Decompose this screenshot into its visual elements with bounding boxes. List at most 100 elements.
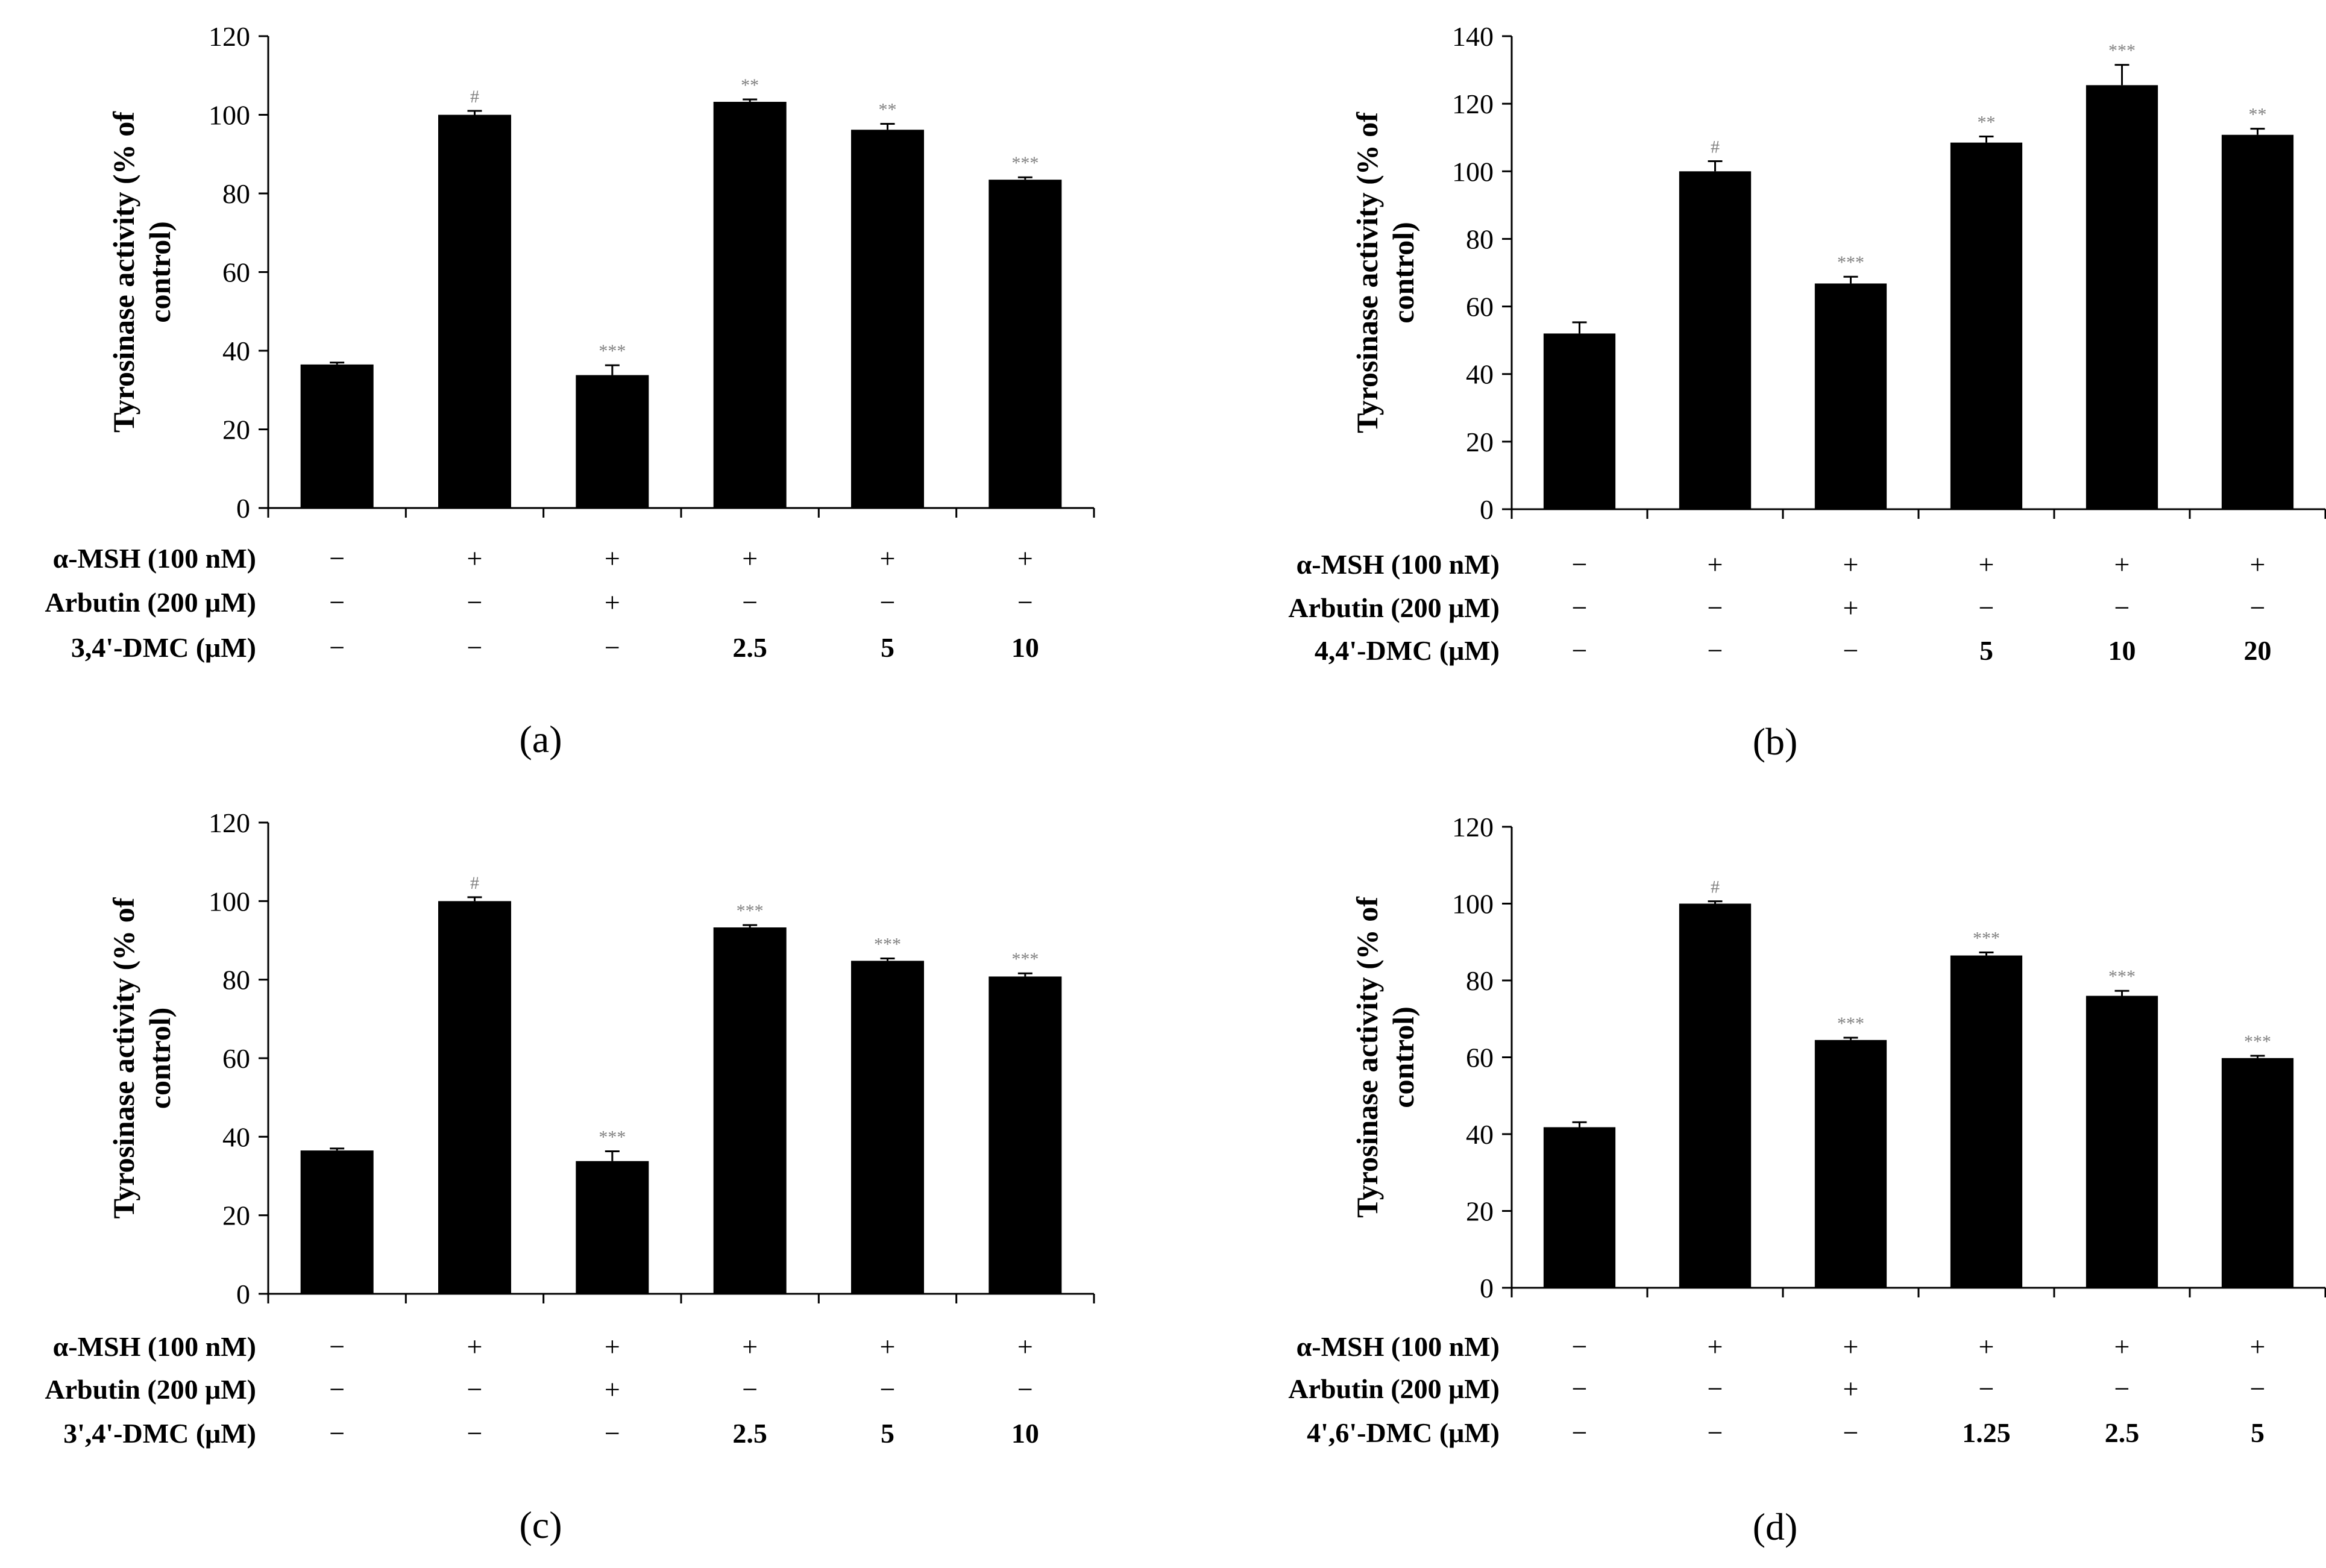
treatment-cell: + [880, 1331, 896, 1362]
significance-mark: ** [1978, 113, 1996, 133]
treatment-cell: + [605, 1331, 620, 1362]
y-tick-label: 80 [222, 965, 250, 996]
bar [576, 375, 649, 508]
y-tick-label: 120 [1452, 812, 1494, 842]
treatment-cell: − [467, 632, 483, 663]
treatment-cell: + [1708, 549, 1723, 580]
treatment-cell: 5 [881, 632, 894, 663]
significance-mark: # [1711, 137, 1720, 157]
chart-panel-d: 0 20 40 60 80 100 120 Tyrosinase activity (% of… [1288, 812, 2326, 1548]
treatment-row-label: α-MSH (100 nM) [53, 543, 256, 574]
treatment-cell: + [605, 1374, 620, 1405]
y-tick-label: 20 [222, 415, 250, 445]
treatment-row-label: 4,4'-DMC (μM) [1315, 635, 1500, 666]
treatment-cell: 1.25 [1962, 1417, 2011, 1448]
bar [1950, 142, 2023, 509]
treatment-cell: + [1979, 1331, 1994, 1362]
y-tick-label: 100 [209, 886, 250, 917]
panel-label: (d) [1753, 1505, 1798, 1548]
chart-panel-c: 0 20 40 60 80 100 120 Tyrosinase activity (% of… [45, 808, 1095, 1546]
treatment-cell: − [1708, 592, 1723, 623]
y-tick-label: 20 [1466, 1196, 1494, 1227]
treatment-cell: − [2250, 1373, 2266, 1404]
treatment-cell: − [1572, 1331, 1588, 1362]
treatment-cell: − [880, 587, 896, 618]
y-tick-label: 0 [236, 1279, 250, 1309]
treatment-cell: + [2114, 1331, 2130, 1362]
treatment-cell: − [329, 632, 345, 663]
treatment-row-label: Arbutin (200 μM) [45, 587, 256, 618]
y-axis-label-line1: Tyrosinase activity (% of [107, 897, 140, 1218]
treatment-cell: + [1017, 1331, 1033, 1362]
y-axis-label-line2: control) [1386, 1006, 1420, 1108]
treatment-cell: − [1843, 1417, 1859, 1448]
bar [850, 130, 925, 509]
treatment-cell: − [329, 543, 345, 574]
panel-label: (b) [1753, 720, 1798, 763]
y-tick-label: 100 [1452, 889, 1494, 920]
treatment-cell: − [1708, 1373, 1723, 1404]
treatment-cell: + [1843, 1373, 1859, 1404]
y-axis-label-line1: Tyrosinase activity (% of [107, 111, 140, 433]
y-tick-label: 120 [1452, 89, 1494, 119]
treatment-cell: − [1017, 587, 1033, 618]
treatment-cell: − [329, 1418, 345, 1449]
treatment-cell: − [329, 587, 345, 618]
significance-mark: # [470, 87, 479, 107]
significance-mark: *** [2108, 967, 2136, 986]
treatment-cell: 2.5 [2105, 1417, 2140, 1448]
treatment-row-label: 4',6'-DMC (μM) [1307, 1417, 1500, 1448]
y-tick-label: 40 [1466, 1119, 1494, 1150]
y-tick-label: 80 [1466, 224, 1494, 254]
significance-mark: # [470, 873, 479, 893]
treatment-cell: − [605, 1418, 620, 1449]
significance-mark: *** [599, 341, 626, 361]
bar [1814, 283, 1887, 509]
bar [1814, 1040, 1887, 1288]
treatment-cell: 10 [1011, 1418, 1039, 1449]
significance-mark: *** [1973, 928, 2000, 948]
treatment-cell: − [467, 1374, 483, 1405]
treatment-cell: 2.5 [732, 632, 767, 663]
bar [576, 1161, 649, 1294]
y-tick-label: 40 [222, 336, 250, 366]
treatment-cell: + [742, 543, 758, 574]
significance-mark: *** [1011, 153, 1039, 173]
significance-mark: *** [1837, 252, 1864, 272]
treatment-cell: − [1843, 635, 1859, 666]
treatment-row-label: α-MSH (100 nM) [1297, 1331, 1500, 1362]
treatment-cell: − [605, 632, 620, 663]
bar [438, 114, 512, 508]
y-tick-label: 20 [1466, 427, 1494, 457]
significance-mark: # [1711, 877, 1720, 897]
bar [989, 976, 1062, 1294]
bar [2086, 85, 2158, 509]
chart-panel-a: 0 20 40 60 80 100 120 Tyrosinase activity (% of… [45, 21, 1095, 760]
treatment-cell: − [1017, 1374, 1033, 1405]
bar [2221, 1058, 2294, 1288]
treatment-cell: 5 [881, 1418, 894, 1449]
treatment-cell: + [2250, 549, 2266, 580]
treatment-cell: + [467, 543, 483, 574]
treatment-row-label: Arbutin (200 μM) [45, 1374, 256, 1405]
bar [2086, 996, 2158, 1288]
y-tick-label: 100 [1452, 156, 1494, 187]
bar [300, 1150, 374, 1294]
y-tick-label: 0 [1480, 494, 1494, 525]
treatment-cell: − [329, 1374, 345, 1405]
treatment-cell: − [1572, 635, 1588, 666]
panel-label: (c) [519, 1504, 562, 1546]
y-tick-label: 40 [1466, 359, 1494, 390]
treatment-cell: − [742, 587, 758, 618]
bar [300, 364, 374, 508]
bar [713, 101, 787, 508]
significance-mark: *** [737, 901, 764, 921]
significance-mark: *** [2108, 41, 2136, 61]
y-tick-label: 80 [222, 178, 250, 209]
treatment-row-label: α-MSH (100 nM) [53, 1331, 256, 1362]
treatment-cell: − [1572, 1373, 1588, 1404]
significance-mark: *** [2244, 1032, 2271, 1052]
y-tick-label: 120 [209, 21, 250, 52]
